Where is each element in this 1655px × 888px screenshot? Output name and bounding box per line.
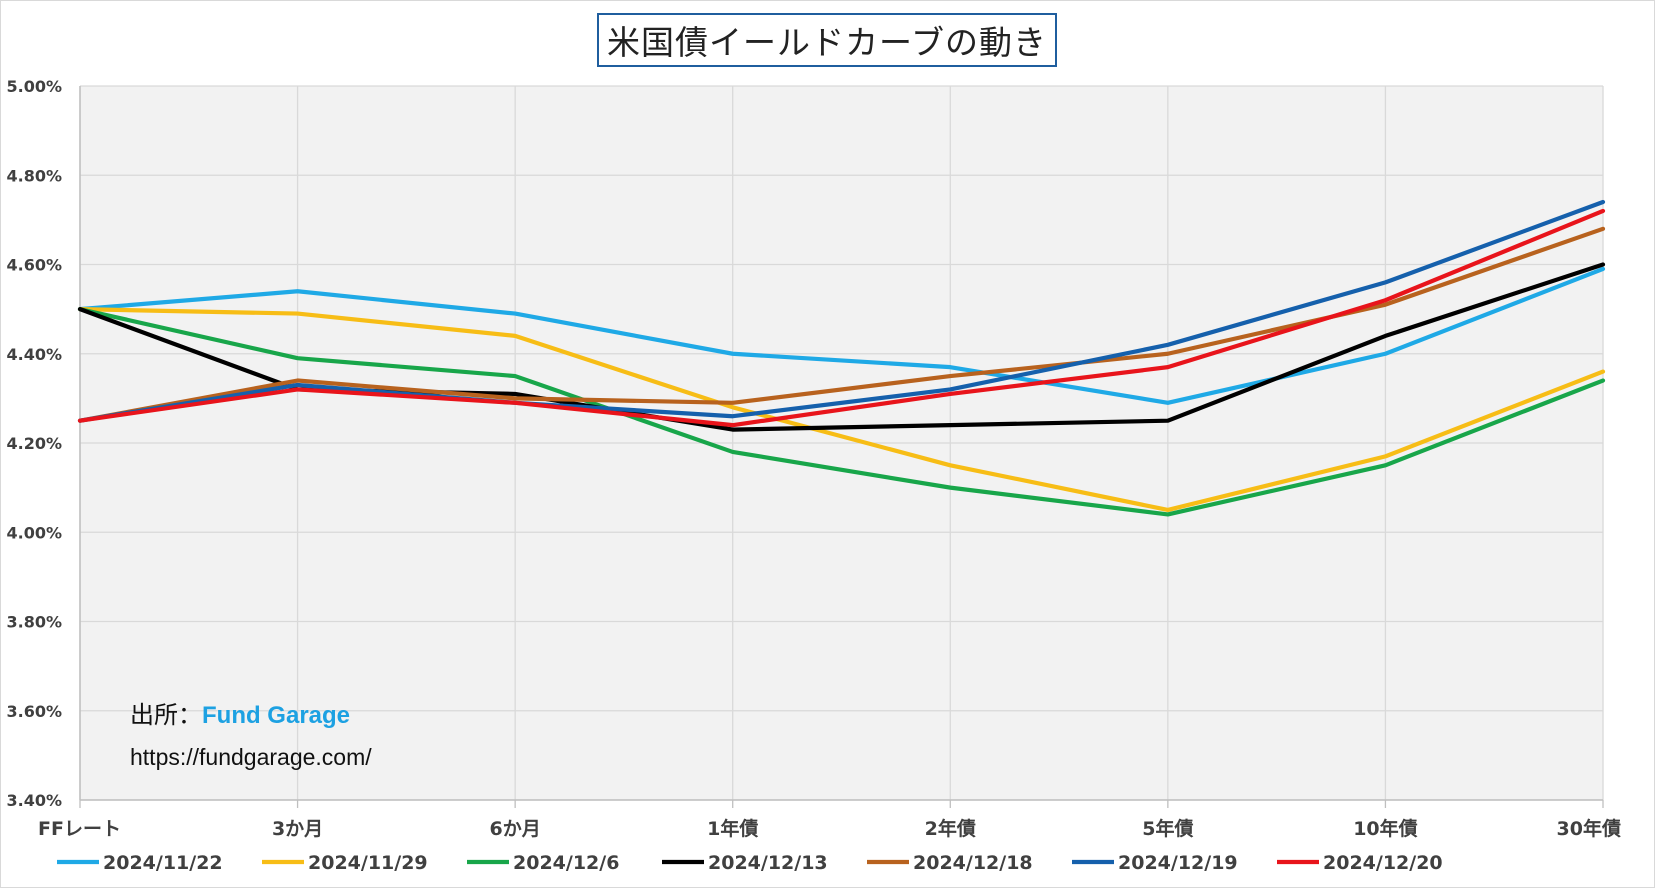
legend-label: 2024/11/29 — [308, 852, 428, 874]
x-tick-label: 10年債 — [1353, 817, 1417, 840]
series-line-2024-12-19 — [77, 199, 1606, 423]
y-tick-label: 4.00% — [6, 523, 62, 542]
axes: 3.40% 3.60% 3.80% 4.00% 4.20% 4.40% 4.60% 4.80%… — [6, 77, 1621, 840]
y-tick-label: 3.80% — [6, 613, 62, 632]
y-tick-label: 4.20% — [6, 434, 62, 453]
legend-label: 2024/12/6 — [513, 852, 619, 874]
source-label: 出所： — [130, 701, 202, 729]
x-tick-label: 5年債 — [1142, 817, 1193, 840]
source-url: https://fundgarage.com/ — [130, 744, 372, 770]
chart-title-box: 米国債イールドカーブの動き — [597, 13, 1057, 67]
legend: 2024/11/22 2024/11/29 2024/12/6 2024/12/13 2… — [57, 852, 1443, 874]
source-annotation: 出所：Fund Garage https://fundgarage.com/ — [130, 695, 372, 771]
legend-label: 2024/11/22 — [103, 852, 223, 874]
legend-label: 2024/12/19 — [1118, 852, 1238, 874]
x-tick-label: 1年債 — [707, 817, 758, 840]
legend-label: 2024/12/13 — [708, 852, 828, 874]
legend-label: 2024/12/20 — [1323, 852, 1443, 874]
source-line: 出所：Fund Garage — [130, 695, 372, 730]
x-tick-label: 6か月 — [490, 818, 541, 840]
x-tick-label: 30年債 — [1557, 817, 1621, 840]
series-lines — [77, 199, 1606, 517]
y-tick-label: 5.00% — [6, 77, 62, 96]
grid-lines — [79, 85, 1604, 801]
y-tick-label: 4.60% — [6, 256, 62, 275]
series-line-2024-11-29 — [77, 307, 1606, 513]
legend-label: 2024/12/18 — [913, 852, 1033, 874]
x-tick-label: FFレート — [38, 818, 121, 840]
y-tick-label: 4.80% — [6, 166, 62, 185]
y-tick-label: 3.60% — [6, 702, 62, 721]
x-tick-label: 2年債 — [925, 817, 976, 840]
series-line-2024-12-6 — [77, 307, 1606, 517]
chart-title: 米国債イールドカーブの動き — [606, 23, 1048, 62]
series-line-2024-12-20 — [77, 208, 1606, 428]
y-tick-label: 4.40% — [6, 345, 62, 364]
x-tick-label: 3か月 — [272, 818, 323, 840]
source-name: Fund Garage — [202, 702, 351, 729]
series-line-2024-11-22 — [77, 266, 1606, 405]
y-tick-label: 3.40% — [6, 791, 62, 810]
